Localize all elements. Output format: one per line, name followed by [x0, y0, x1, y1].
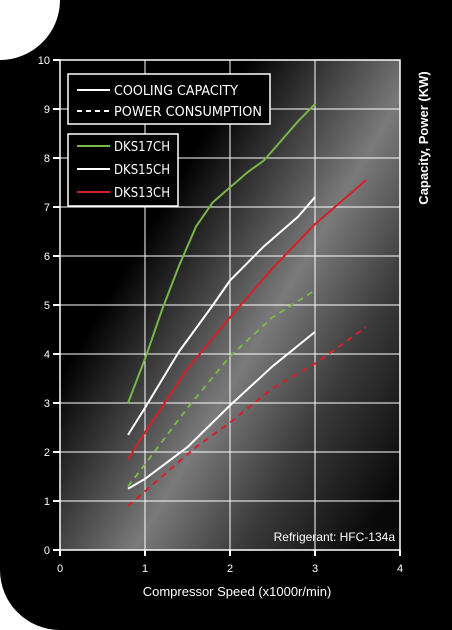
series-group: [127, 103, 367, 507]
y-tick-label: 8: [44, 153, 50, 165]
legend-model-label: DKS17CH: [114, 140, 170, 155]
y-tick-label: 4: [44, 349, 50, 361]
axes: 0 1 2 3 4 5 6 7 8 9 10 0 1 2 3 4: [38, 55, 403, 575]
y-axis-label: Capacity, Power (KW): [416, 71, 431, 204]
y-tick-label: 1: [44, 496, 50, 508]
y-tick-label: 3: [44, 398, 50, 410]
legend-model-label: DKS15CH: [114, 163, 170, 178]
y-tick-label: 10: [38, 55, 50, 67]
legend-linestyle-box: [67, 73, 271, 125]
legend-linestyle-label: COOLING CAPACITY: [114, 84, 238, 99]
dks15ch-power-line: [127, 331, 316, 490]
x-tick-label: 2: [227, 563, 233, 575]
dks13ch-power-line: [127, 326, 367, 507]
refrigerant-annotation: Refrigerant: HFC-134a: [274, 530, 396, 544]
dks13ch-cooling-line: [127, 179, 367, 460]
x-tick-label: 0: [57, 563, 63, 575]
y-tick-label: 9: [44, 104, 50, 116]
y-tick-label: 7: [44, 202, 50, 214]
dks17ch-power-line: [127, 289, 316, 487]
legend-model-label: DKS13CH: [114, 186, 170, 201]
y-tick-label: 5: [44, 300, 50, 312]
y-tick-label: 0: [44, 545, 50, 557]
x-tick-label: 1: [142, 563, 148, 575]
dks15ch-cooling-line: [127, 196, 316, 436]
grid: [60, 59, 400, 550]
x-tick-label: 4: [397, 563, 403, 575]
dks17ch-cooling-line: [127, 103, 316, 404]
x-axis-label: Compressor Speed (x1000r/min): [143, 584, 332, 599]
y-tick-label: 2: [44, 447, 50, 459]
legend-linestyle-label: POWER CONSUMPTION: [114, 105, 262, 120]
y-tick-label: 6: [44, 251, 50, 263]
x-tick-label: 3: [312, 563, 318, 575]
